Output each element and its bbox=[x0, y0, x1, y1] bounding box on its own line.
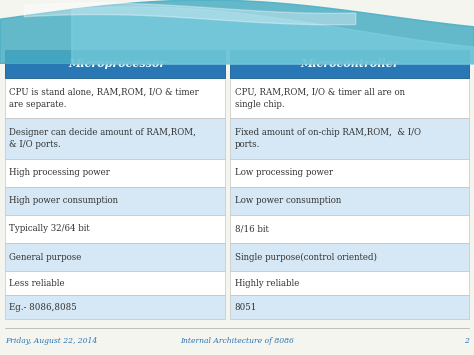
Bar bbox=[230, 215, 469, 243]
Text: CPU, RAM,ROM, I/O & timer all are on
single chip.: CPU, RAM,ROM, I/O & timer all are on sin… bbox=[235, 88, 405, 109]
Text: Less reliable: Less reliable bbox=[9, 279, 65, 288]
Bar bbox=[5, 215, 225, 243]
Text: 8/16 bit: 8/16 bit bbox=[235, 224, 268, 234]
Text: 2: 2 bbox=[465, 337, 469, 345]
Text: General purpose: General purpose bbox=[9, 253, 82, 262]
Text: High processing power: High processing power bbox=[9, 168, 110, 177]
Bar bbox=[230, 50, 469, 78]
Text: High power consumption: High power consumption bbox=[9, 196, 119, 205]
Bar bbox=[230, 159, 469, 187]
Text: Eg.- 8086,8085: Eg.- 8086,8085 bbox=[9, 303, 77, 312]
Text: Microprocessor: Microprocessor bbox=[69, 59, 166, 69]
Text: CPU is stand alone, RAM,ROM, I/O & timer
are separate.: CPU is stand alone, RAM,ROM, I/O & timer… bbox=[9, 88, 199, 109]
Bar bbox=[5, 50, 225, 78]
Bar bbox=[230, 78, 469, 118]
Text: Fixed amount of on-chip RAM,ROM,  & I/O
ports.: Fixed amount of on-chip RAM,ROM, & I/O p… bbox=[235, 128, 420, 149]
Text: Highly reliable: Highly reliable bbox=[235, 279, 299, 288]
Bar bbox=[230, 187, 469, 215]
Text: 8051: 8051 bbox=[235, 303, 257, 312]
Bar bbox=[5, 243, 225, 271]
Bar bbox=[5, 271, 225, 295]
Bar bbox=[230, 295, 469, 320]
Text: Designer can decide amount of RAM,ROM,
& I/O ports.: Designer can decide amount of RAM,ROM, &… bbox=[9, 128, 196, 149]
Text: Friday, August 22, 2014: Friday, August 22, 2014 bbox=[5, 337, 97, 345]
Bar bbox=[5, 118, 225, 159]
Bar bbox=[5, 78, 225, 118]
Text: Typically 32/64 bit: Typically 32/64 bit bbox=[9, 224, 90, 234]
Text: Microcontroller: Microcontroller bbox=[300, 59, 399, 69]
Text: Low power consumption: Low power consumption bbox=[235, 196, 341, 205]
Bar bbox=[5, 187, 225, 215]
Text: Single purpose(control oriented): Single purpose(control oriented) bbox=[235, 252, 377, 262]
Bar bbox=[5, 159, 225, 187]
Text: Internal Architecture of 8086: Internal Architecture of 8086 bbox=[180, 337, 294, 345]
Bar bbox=[230, 243, 469, 271]
Bar bbox=[5, 295, 225, 320]
Bar bbox=[230, 118, 469, 159]
Bar bbox=[230, 271, 469, 295]
Text: Low processing power: Low processing power bbox=[235, 168, 333, 177]
